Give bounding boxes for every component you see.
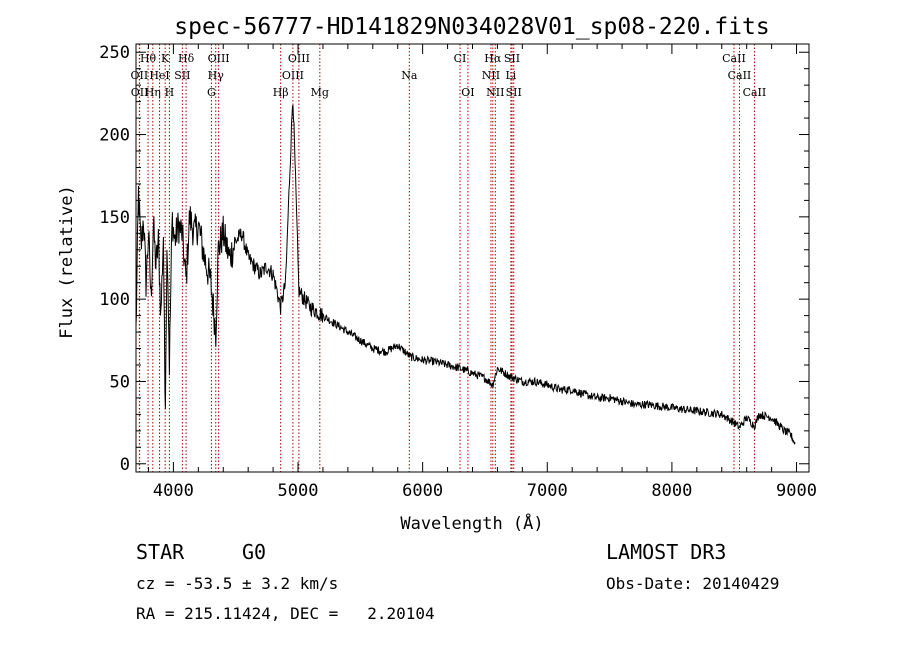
line-label-17: CaII bbox=[728, 69, 752, 82]
line-label-12: Hγ bbox=[208, 69, 225, 82]
line-label-4: OIII bbox=[288, 52, 310, 65]
line-label-5: CI bbox=[454, 52, 467, 65]
spectrum-series bbox=[135, 104, 796, 445]
redshift-cz: cz = -53.5 ± 3.2 km/s bbox=[136, 574, 339, 593]
y-axis-label: Flux (relative) bbox=[57, 185, 77, 339]
x-tick-label: 8000 bbox=[651, 481, 692, 501]
spectrum-line bbox=[135, 104, 796, 445]
line-label-26: SII bbox=[506, 86, 522, 99]
line-label-7: SII bbox=[504, 52, 520, 65]
line-label-19: Hη bbox=[145, 86, 161, 99]
line-label-23: Mg bbox=[311, 86, 329, 99]
x-tick-label: 7000 bbox=[527, 481, 568, 501]
line-label-21: G bbox=[207, 86, 216, 99]
line-label-20: H bbox=[165, 86, 175, 99]
line-label-2: Hδ bbox=[178, 52, 195, 65]
ra-dec: RA = 215.11424, DEC = 2.20104 bbox=[136, 604, 435, 623]
line-label-0: Hθ bbox=[140, 52, 157, 65]
line-label-11: SII bbox=[174, 69, 190, 82]
y-tick-label: 50 bbox=[110, 372, 130, 392]
line-label-27: CaII bbox=[743, 86, 767, 99]
line-label-25: NII bbox=[486, 86, 504, 99]
y-tick-label: 200 bbox=[99, 126, 130, 146]
line-label-6: Hα bbox=[484, 52, 502, 65]
x-tick-label: 6000 bbox=[402, 481, 443, 501]
y-tick-label: 250 bbox=[99, 43, 130, 63]
line-label-13: OIII bbox=[282, 69, 304, 82]
line-label-14: Na bbox=[401, 69, 418, 82]
line-label-10: HeI bbox=[149, 69, 169, 82]
y-tick-label: 150 bbox=[99, 208, 130, 228]
line-label-9: OII bbox=[131, 69, 149, 82]
survey-name: LAMOST DR3 bbox=[606, 540, 727, 564]
x-axis-label: Wavelength (Å) bbox=[400, 512, 543, 534]
y-axis: 0 50 100 150 200 250 bbox=[99, 43, 809, 475]
x-tick-label: 4000 bbox=[153, 481, 194, 501]
spectrum-chart: spec-56777-HD141829N034028V01_sp08-220.f… bbox=[57, 14, 817, 534]
y-tick-label: 100 bbox=[99, 290, 130, 310]
line-label-3: OIII bbox=[208, 52, 230, 65]
y-tick-label: 0 bbox=[120, 455, 130, 475]
obs-date: Obs-Date: 20140429 bbox=[606, 574, 780, 593]
line-label-8: CaII bbox=[722, 52, 746, 65]
object-class: STAR bbox=[136, 540, 185, 564]
line-label-16: Li bbox=[505, 69, 516, 82]
object-subclass: G0 bbox=[242, 540, 267, 564]
line-label-18: OII bbox=[131, 86, 149, 99]
emission-line-markers bbox=[138, 44, 755, 472]
line-label-15: NII bbox=[482, 69, 500, 82]
plot-frame bbox=[135, 43, 810, 473]
x-axis: 4000 5000 6000 7000 8000 9000 bbox=[147, 44, 817, 501]
line-label-24: OI bbox=[461, 86, 474, 99]
x-tick-label: 9000 bbox=[776, 481, 817, 501]
x-tick-label: 5000 bbox=[278, 481, 319, 501]
line-label-1: K bbox=[161, 52, 170, 65]
line-label-22: Hβ bbox=[273, 86, 289, 99]
chart-title: spec-56777-HD141829N034028V01_sp08-220.f… bbox=[174, 14, 769, 40]
